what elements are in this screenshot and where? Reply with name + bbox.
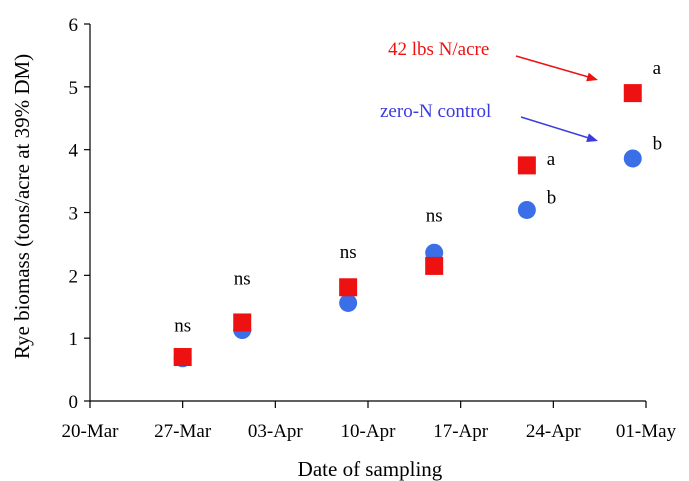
significance-label: ns xyxy=(426,206,443,227)
arrow-line xyxy=(515,55,593,79)
significance-label: a xyxy=(547,149,556,170)
zero-n-point xyxy=(339,293,358,312)
significance-label: ns xyxy=(234,268,251,289)
x-tick-label: 01-May xyxy=(616,421,677,442)
x-tick-label: 03-Apr xyxy=(248,421,304,442)
nitrogen-point xyxy=(425,256,444,275)
y-tick-label: 5 xyxy=(69,78,79,99)
arrow-line xyxy=(520,116,593,140)
nitrogen-point xyxy=(339,278,358,297)
zero-n-point xyxy=(517,200,536,219)
y-tick-label: 1 xyxy=(69,329,79,350)
x-tick-label: 17-Apr xyxy=(433,421,489,442)
significance-label: b xyxy=(653,133,663,154)
arrowhead-icon xyxy=(586,133,598,143)
y-axis-title: Rye biomass (tons/acre at 39% DM) xyxy=(10,54,34,359)
annotations: 42 lbs N/acre zero-N control xyxy=(380,39,598,143)
y-tick-label: 4 xyxy=(69,141,79,162)
significance-label: a xyxy=(653,58,662,79)
y-tick-label: 2 xyxy=(69,266,79,287)
y-tick-label: 3 xyxy=(69,204,79,225)
annotation-nitrogen-label: 42 lbs N/acre xyxy=(388,39,489,60)
x-ticks: 20-Mar 27-Mar 03-Apr 10-Apr 17-Apr 24-Apr 01-M… xyxy=(62,401,677,442)
nitrogen-point xyxy=(173,348,192,367)
significance-label: ns xyxy=(340,242,357,263)
x-tick-label: 24-Apr xyxy=(526,421,582,442)
significance-label: ns xyxy=(174,316,191,337)
data-points xyxy=(173,84,642,368)
y-ticks: 0 1 2 3 4 5 6 xyxy=(69,15,90,413)
annotation-control-label: zero-N control xyxy=(380,101,491,122)
axes xyxy=(89,24,646,402)
nitrogen-point xyxy=(623,84,642,103)
x-tick-label: 20-Mar xyxy=(62,421,120,442)
x-tick-label: 27-Mar xyxy=(154,421,212,442)
nitrogen-point xyxy=(233,313,252,332)
significance-label: b xyxy=(547,187,557,208)
x-tick-label: 10-Apr xyxy=(341,421,397,442)
nitrogen-point xyxy=(517,156,536,175)
y-tick-label: 6 xyxy=(69,15,79,36)
arrowhead-icon xyxy=(586,72,598,82)
x-axis-title: Date of sampling xyxy=(298,457,443,481)
y-tick-label: 0 xyxy=(69,392,79,413)
zero-n-point xyxy=(623,149,642,168)
